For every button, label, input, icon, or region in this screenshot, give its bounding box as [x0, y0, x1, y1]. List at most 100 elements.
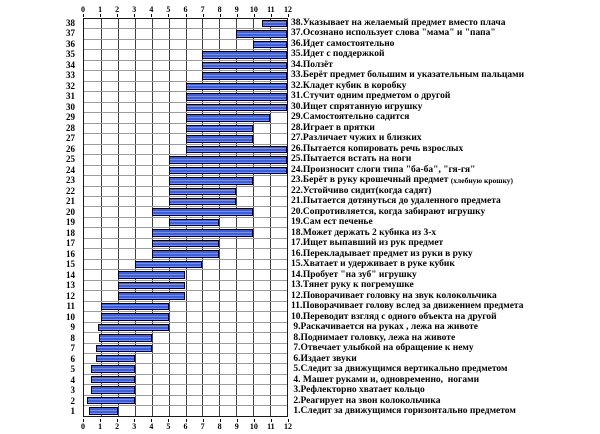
bar	[100, 313, 169, 321]
x-tick-label-bottom-3: 3	[132, 422, 137, 431]
row-number: 20	[66, 206, 75, 217]
row-number: 32	[66, 80, 75, 91]
row-number: 17	[66, 238, 75, 249]
row-number: 37	[66, 28, 75, 39]
x-tick-label-bottom-1: 1	[98, 422, 103, 431]
bar-row	[84, 270, 287, 281]
bar-row	[84, 344, 287, 354]
milestone-label: 30.Ищет спрятанную игрушку	[291, 101, 423, 112]
x-tick-mark-bottom-8	[219, 419, 221, 422]
x-tick-label-top-12: 12	[284, 5, 292, 14]
milestone-label: 13.Тянет руку к погремушке	[291, 280, 414, 290]
bar	[185, 124, 254, 133]
x-tick-label-top-0: 0	[81, 5, 85, 14]
bar-row	[84, 228, 287, 239]
x-tick-mark-top-2	[117, 14, 119, 17]
bar-row	[84, 312, 287, 323]
milestone-label: 25.Пытается встать на ноги	[291, 154, 412, 164]
x-tick-mark-bottom-1	[100, 419, 102, 422]
bar	[151, 239, 220, 248]
x-tick-label-top-1: 1	[98, 5, 103, 14]
milestone-label: 31.Стучит одним предметом о другой	[291, 91, 451, 101]
x-axis-bottom: 0 1 2 3 4 5 6 7 8 9 10 11 12	[81, 419, 292, 431]
milestone-label: 5.Следит за движущимся вертикально предм…	[291, 364, 508, 374]
milestone-label: 8.Поднимает головку, лежа на животе	[291, 332, 456, 343]
milestone-label: 10.Переводит взгляд с одного объекта на …	[291, 311, 497, 322]
milestone-label: 32.Кладет кубик в коробку	[291, 80, 407, 91]
x-tick-label-bottom-6: 6	[183, 422, 188, 431]
x-tick-label-top-5: 5	[166, 5, 171, 14]
bar	[90, 375, 135, 384]
x-tick-label-top-4: 4	[149, 5, 154, 14]
bar	[87, 396, 135, 405]
x-tick-label-top-7: 7	[200, 5, 205, 14]
milestone-label: 34.Ползёт	[291, 59, 333, 70]
bar	[151, 229, 254, 237]
x-tick-mark-bottom-7	[202, 419, 204, 422]
x-tick-label-bottom-12: 12	[284, 422, 292, 431]
x-tick-label-bottom-9: 9	[234, 422, 239, 431]
x-tick-label-top-2: 2	[115, 5, 120, 14]
row-number: 7	[70, 343, 76, 354]
x-tick-mark-bottom-11	[270, 419, 272, 422]
bar	[97, 323, 169, 332]
milestone-label: 7.Отвечает улыбкой на обращение к нему	[291, 343, 474, 353]
milestone-label: 22.Устойчиво сидит(когда садят)	[291, 185, 432, 196]
bar-row	[84, 82, 287, 93]
bar	[202, 72, 287, 80]
row-number: 13	[66, 280, 75, 291]
milestone-label: 3.Рефлекторно хватает кольцо	[291, 385, 425, 395]
x-tick-label-bottom-8: 8	[217, 422, 222, 431]
milestone-label: 15.Хватает и удерживает в руке кубик	[291, 259, 455, 269]
bar	[185, 103, 287, 112]
row-number: 34	[66, 59, 75, 70]
bar-row	[84, 71, 287, 82]
bar	[168, 187, 237, 195]
bar	[185, 82, 287, 91]
bar	[95, 344, 152, 352]
bar	[185, 114, 271, 122]
bar	[89, 407, 118, 415]
row-number: 35	[66, 49, 75, 60]
bar-row	[84, 103, 287, 114]
milestone-label: 35.Идет с поддержкой	[291, 49, 385, 59]
x-tick-mark-top-11	[270, 14, 272, 17]
bar	[151, 208, 254, 216]
x-tick-label-bottom-5: 5	[166, 422, 171, 431]
milestone-label: 23.Берёт в руку крошечный предмет (хлебн…	[291, 175, 514, 185]
x-tick-label-bottom-4: 4	[149, 422, 154, 431]
bar	[134, 260, 203, 269]
row-number: 21	[66, 196, 75, 207]
row-number: 14	[66, 269, 75, 280]
x-tick-label-bottom-7: 7	[200, 422, 205, 431]
x-tick-label-bottom-2: 2	[115, 422, 120, 431]
row-number: 27	[66, 133, 75, 144]
bar	[117, 281, 186, 290]
row-number: 22	[66, 185, 75, 196]
row-number: 10	[66, 311, 75, 322]
bar	[185, 135, 254, 143]
bar-row	[84, 40, 287, 51]
bar-row	[84, 218, 287, 229]
bar-row	[84, 354, 287, 365]
x-tick-label-top-3: 3	[132, 5, 137, 14]
milestone-label: 19.Сам ест печенье	[291, 217, 373, 227]
x-tick-label-bottom-11: 11	[267, 422, 275, 431]
bar-row	[84, 302, 287, 313]
x-tick-mark-top-1	[100, 14, 102, 17]
bar	[90, 365, 135, 373]
x-tick-mark-top-0	[83, 14, 84, 17]
bar-row	[84, 385, 287, 396]
milestone-label: 33.Берёт предмет большим и указательным …	[291, 70, 525, 80]
bar	[99, 334, 152, 342]
x-axis-top: 0 1 2 3 4 5 6 7 8 9 10 11 12	[81, 5, 292, 17]
x-tick-mark-bottom-6	[185, 419, 187, 422]
bar-row	[84, 396, 287, 407]
milestone-label: 2.Реагирует на звон колокольчика	[291, 395, 441, 406]
bar-row	[84, 239, 287, 250]
x-tick-mark-top-4	[151, 14, 153, 17]
bar	[202, 61, 287, 70]
bar	[202, 51, 287, 59]
x-tick-label-bottom-10: 10	[249, 422, 258, 431]
bar	[261, 20, 287, 28]
